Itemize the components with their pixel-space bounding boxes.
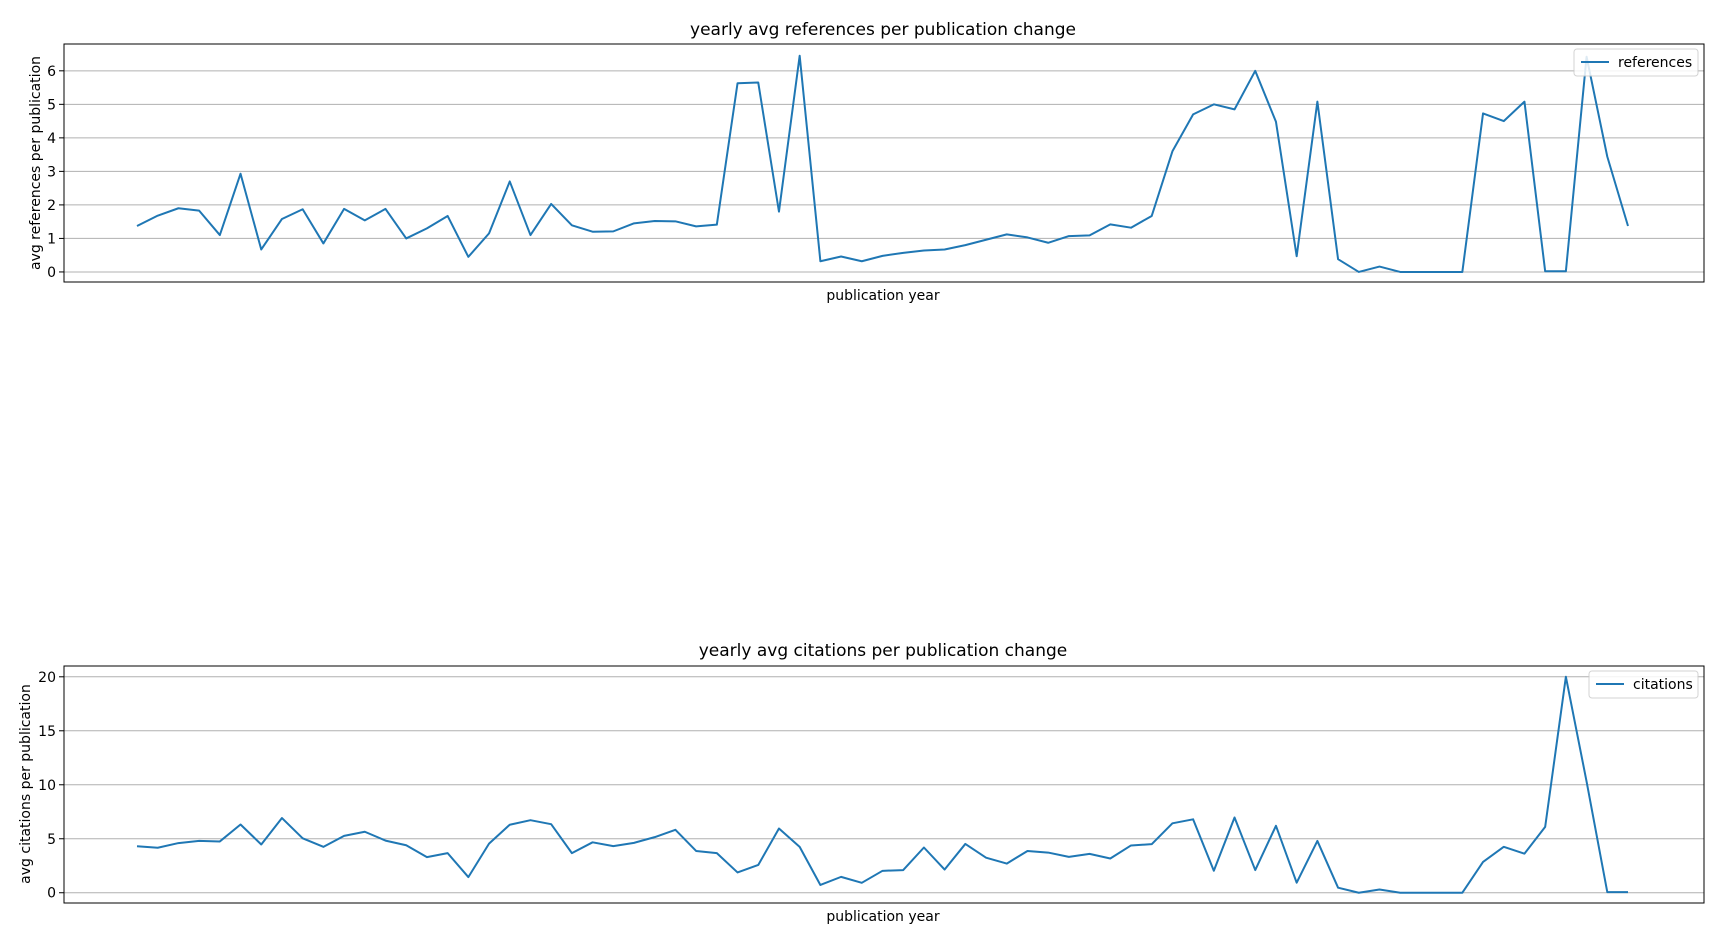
series-references	[136, 54, 1629, 273]
legend: references	[1573, 48, 1699, 77]
y-tick-label: 1	[47, 231, 56, 247]
chart-title: yearly avg references per publication ch…	[690, 20, 1076, 40]
y-axis-label: avg citations per publication	[18, 684, 34, 884]
chart-title: yearly avg citations per publication cha…	[699, 641, 1068, 661]
y-tick-label: 15	[38, 724, 56, 740]
y-axis-label: avg references per publication	[28, 56, 44, 270]
gridlines	[64, 676, 1704, 894]
y-tick-label: 5	[47, 832, 56, 848]
axes-frame	[63, 43, 1705, 283]
series-citations	[136, 675, 1628, 894]
series-line-references	[136, 54, 1629, 273]
citations-chart: yearly avg citations per publication cha…	[18, 641, 1705, 925]
references-chart: yearly avg references per publication ch…	[28, 20, 1705, 304]
y-ticks: 0 5 10 15 20	[38, 670, 64, 902]
series-line-citations	[136, 675, 1628, 894]
legend-box	[1588, 670, 1699, 699]
y-tick-label: 5	[47, 97, 56, 113]
y-tick-label: 3	[47, 164, 56, 180]
y-tick-label: 20	[38, 670, 56, 686]
legend-box	[1573, 48, 1699, 77]
legend-label-citations: citations	[1633, 677, 1693, 693]
y-tick-label: 4	[47, 131, 56, 147]
y-tick-label: 6	[47, 64, 56, 80]
y-tick-label: 2	[47, 198, 56, 214]
y-ticks: 0 1 2 3 4 5 6	[47, 64, 64, 281]
legend-label-references: references	[1618, 55, 1692, 71]
legend: citations	[1588, 670, 1699, 699]
y-tick-label: 10	[38, 778, 56, 794]
y-tick-label: 0	[47, 265, 56, 281]
x-axis-label: publication year	[826, 288, 939, 304]
gridlines	[64, 70, 1704, 273]
x-axis-label: publication year	[826, 909, 939, 925]
y-tick-label: 0	[47, 886, 56, 902]
